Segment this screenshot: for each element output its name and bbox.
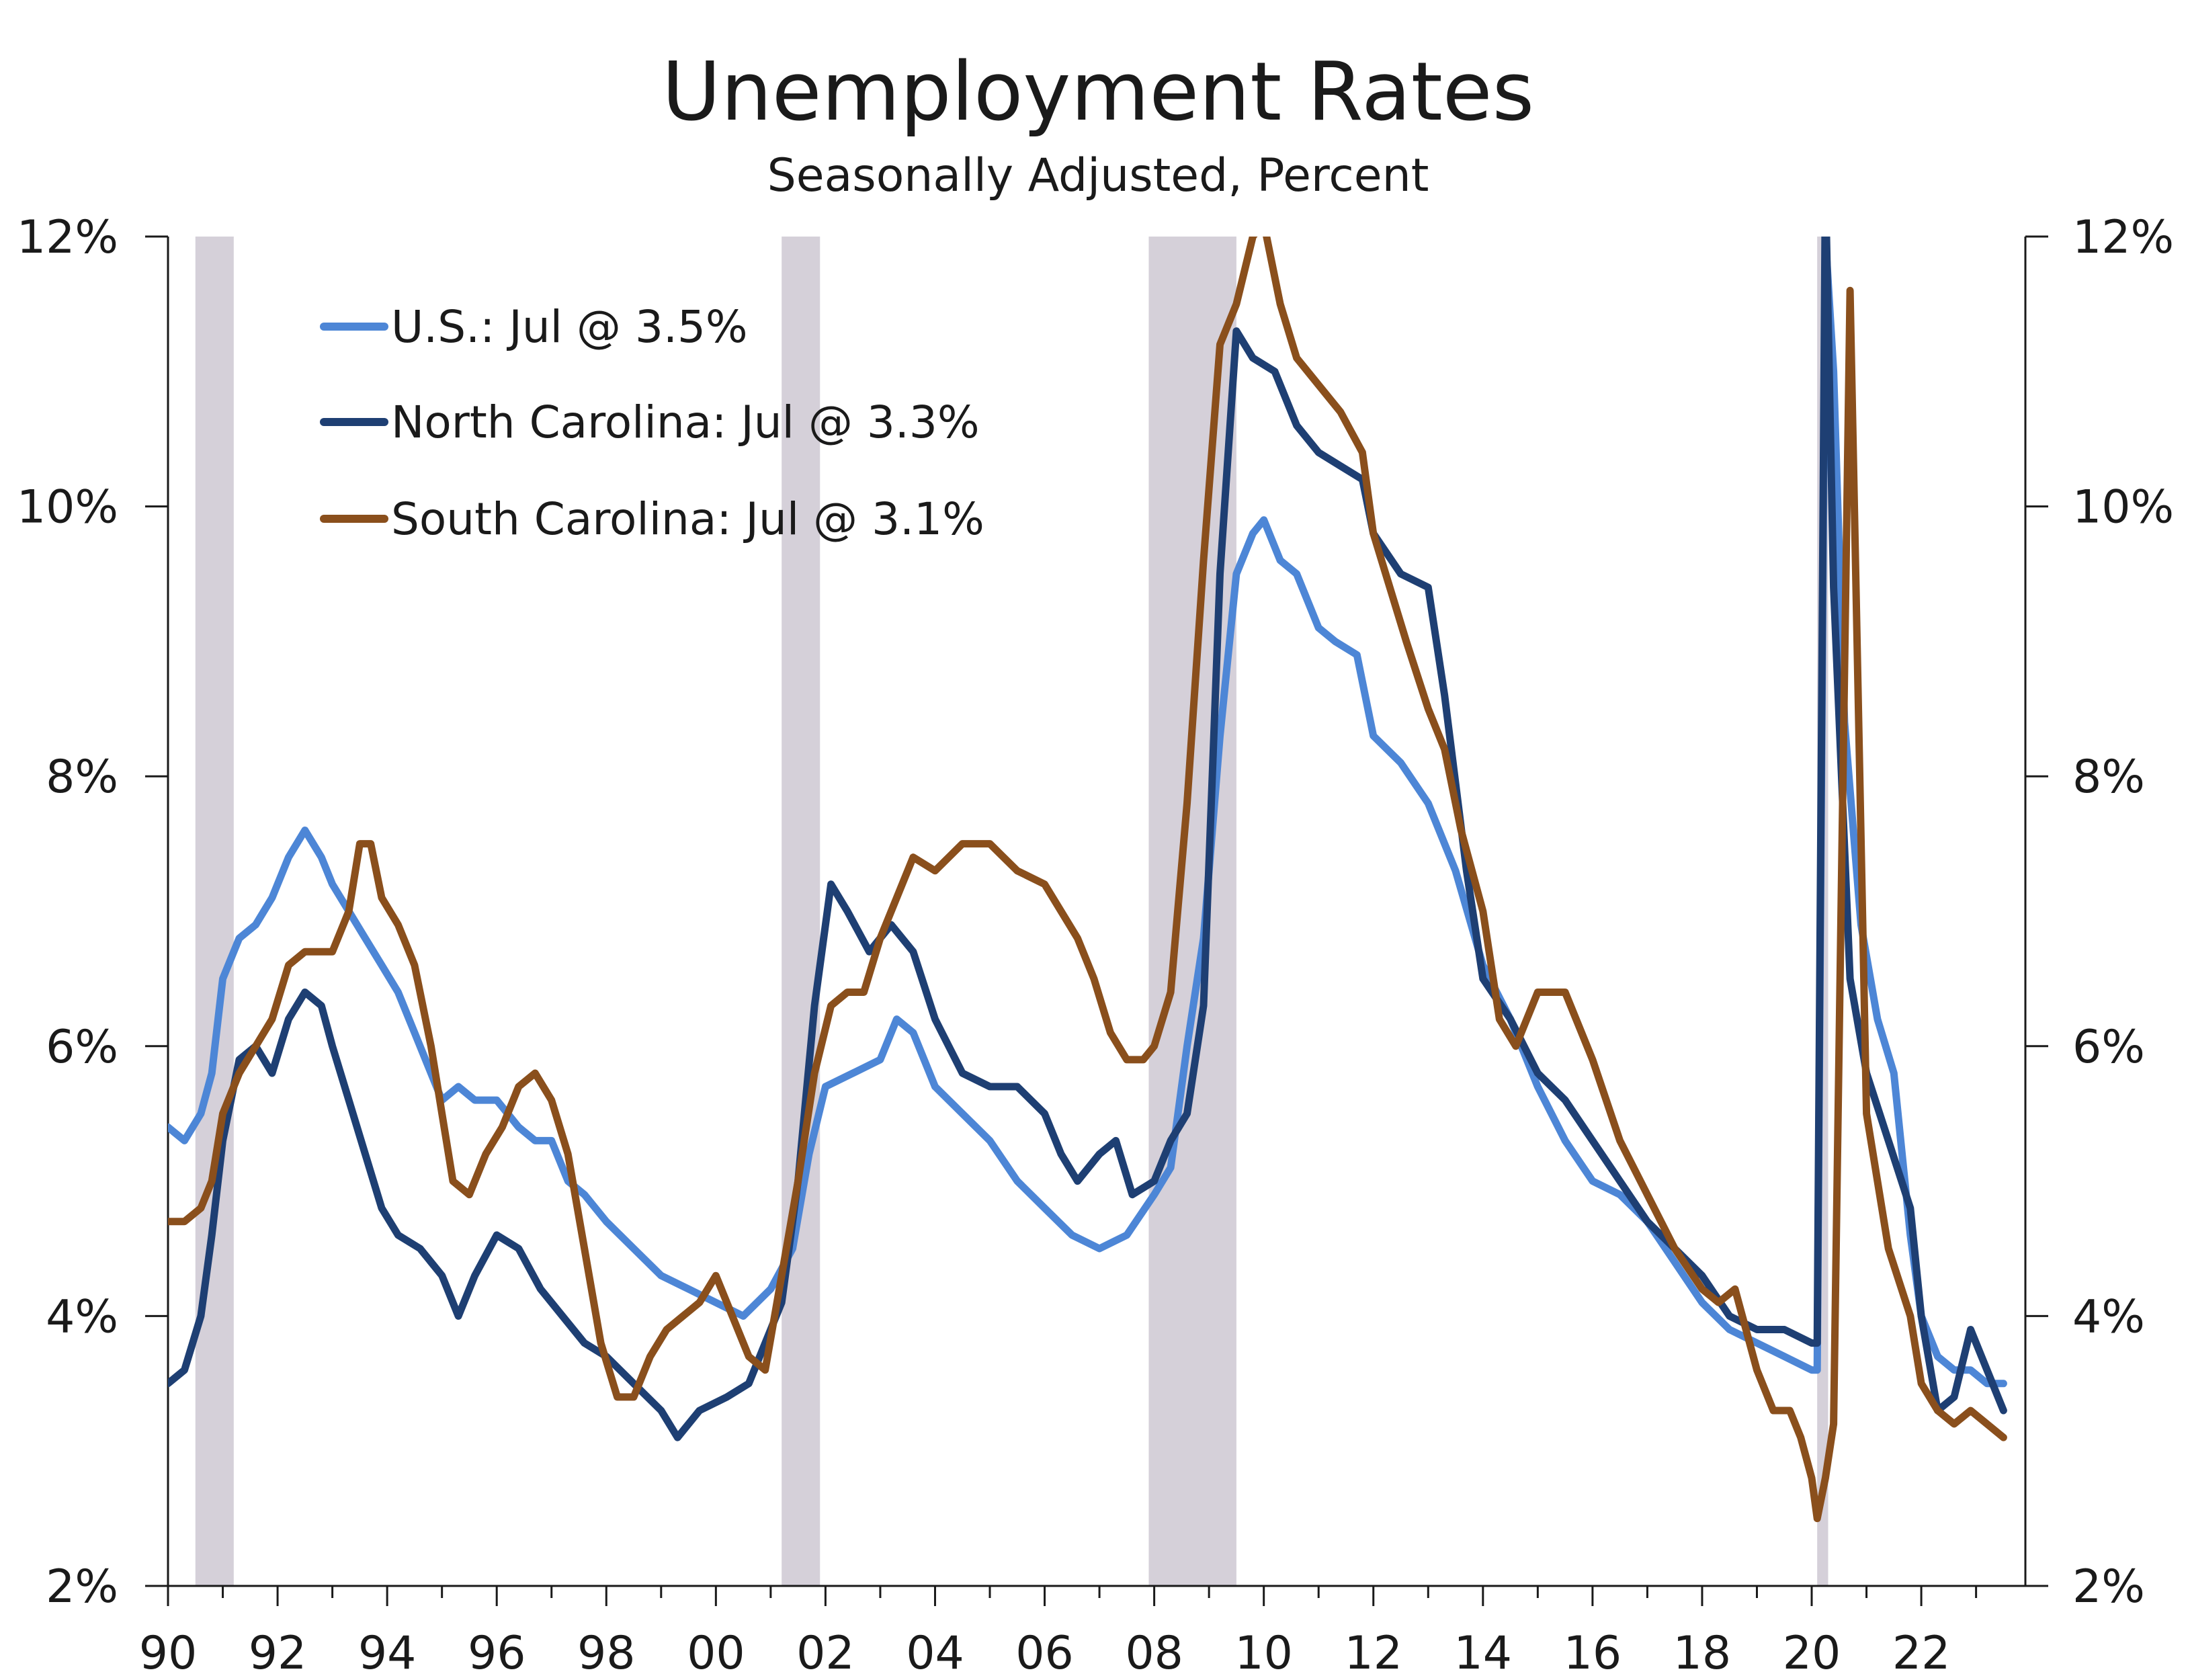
legend: U.S.: Jul @ 3.5% North Carolina: Jul @ 3.… (320, 301, 984, 545)
series-line-2 (168, 237, 2007, 1523)
x-tick-label: 14 (1454, 1627, 1513, 1680)
x-tick-label: 94 (358, 1627, 417, 1680)
x-tick-label: 92 (249, 1627, 307, 1680)
y-tick-label-right: 8% (2072, 751, 2145, 804)
recession-band-2 (1148, 237, 1236, 1586)
legend-label-1: North Carolina: Jul @ 3.3% (391, 396, 980, 448)
x-tick-label: 98 (577, 1627, 636, 1680)
x-tick-label: 18 (1673, 1627, 1732, 1680)
legend-label-0: U.S.: Jul @ 3.5% (391, 301, 748, 353)
y-tick-label-left: 8% (46, 751, 118, 804)
recession-band-1 (782, 237, 820, 1586)
x-tick-label: 06 (1015, 1627, 1074, 1680)
x-tick-label: 00 (687, 1627, 745, 1680)
x-tick-label: 96 (468, 1627, 526, 1680)
y-tick-label-left: 2% (46, 1560, 118, 1613)
y-tick-label-right: 12% (2072, 211, 2174, 264)
x-tick-label: 90 (139, 1627, 198, 1680)
series-line-1 (168, 237, 2007, 1441)
x-tick-label: 22 (1892, 1627, 1951, 1680)
x-tick-label: 04 (906, 1627, 964, 1680)
chart-subtitle: Seasonally Adjusted, Percent (767, 149, 1429, 202)
x-tick-label: 20 (1783, 1627, 1841, 1680)
x-ticks: 90 92 94 96 98 00 02 04 06 08 10 12 14 16 18 20 22 (139, 1586, 1978, 1680)
y-tick-label-right: 4% (2072, 1290, 2145, 1343)
y-tick-label-right: 10% (2072, 481, 2174, 534)
y-tick-label-left: 6% (46, 1021, 118, 1074)
series-line-0 (168, 237, 2007, 1388)
y-tick-label-left: 4% (46, 1290, 118, 1343)
legend-label-2: South Carolina: Jul @ 3.1% (391, 493, 984, 545)
y-tick-label-left: 12% (17, 211, 118, 264)
chart-title: Unemployment Rates (662, 46, 1534, 139)
x-tick-label: 16 (1564, 1627, 1622, 1680)
series-lines (168, 237, 2007, 1523)
y-tick-label-right: 6% (2072, 1021, 2145, 1074)
x-tick-label: 12 (1344, 1627, 1402, 1680)
x-tick-label: 02 (796, 1627, 855, 1680)
y-tick-label-right: 2% (2072, 1560, 2145, 1613)
axes (167, 237, 2027, 1587)
recession-band-0 (195, 237, 234, 1586)
x-tick-label: 10 (1234, 1627, 1293, 1680)
x-tick-label: 08 (1125, 1627, 1183, 1680)
y-tick-label-left: 10% (17, 481, 118, 534)
y-ticks: 2% 2% 4% 4% 6% 6% 8% 8% 10% 10% 12% 12% (17, 211, 2174, 1613)
